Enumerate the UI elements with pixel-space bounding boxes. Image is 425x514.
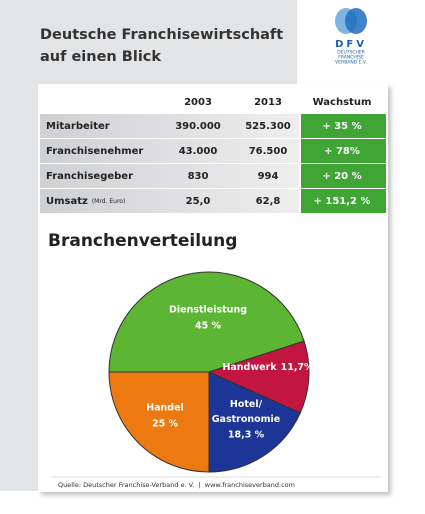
growth-value: + 35 % <box>322 121 361 132</box>
slice-name: Hotel/Gastronomie <box>212 399 281 425</box>
slice-name-line: Gastronomie <box>212 414 281 425</box>
pie: Dienstleistung 45 % Handwerk 11,7% Hotel/Gas… <box>108 271 314 473</box>
logo-abbr: DFV <box>335 39 367 50</box>
row-label-text: Franchisenehmer <box>46 146 143 157</box>
growth-cell <box>301 189 386 213</box>
slice-name: Handwerk <box>222 362 277 373</box>
row-label: Franchisegeber <box>46 171 133 182</box>
header-band <box>0 0 297 86</box>
cell-value: 25,0 <box>186 196 211 207</box>
cell-value: 62,8 <box>256 196 281 207</box>
slice-value: 18,3 % <box>228 430 265 441</box>
pie-slice <box>208 371 301 473</box>
row-label: Mitarbeiter <box>46 121 110 132</box>
slice-value: 45 % <box>195 321 222 332</box>
title: auf einen Blick <box>40 49 161 65</box>
pie-slice <box>108 271 305 373</box>
slice-name: Handel <box>146 403 184 414</box>
chart-title: Branchenverteilung <box>48 231 237 251</box>
row-bg <box>40 139 299 163</box>
slice-name-line: Hotel/ <box>230 399 263 410</box>
column-header: Wachstum <box>313 97 372 108</box>
row-label: Umsatz (Mrd. Euro) <box>46 196 125 207</box>
column-header: 2013 <box>254 97 282 108</box>
cell-value: 76.500 <box>249 146 288 157</box>
title: Deutsche Franchisewirtschaft <box>40 27 283 43</box>
logo: DFV DEUTSCHER FRANCHISE VERBAND E.V. <box>335 8 367 66</box>
column-header: 2003 <box>184 97 212 108</box>
cell-value: 525.300 <box>245 121 291 132</box>
row-bg <box>40 114 299 138</box>
cell-value: 390.000 <box>175 121 221 132</box>
slice-value: 11,7% <box>281 362 314 373</box>
growth-cell <box>301 139 386 163</box>
cell-value: 43.000 <box>179 146 218 157</box>
logo-circle <box>345 8 367 34</box>
growth-value: + 20 % <box>322 171 361 182</box>
cell-value: 830 <box>188 171 209 182</box>
cell-value: 994 <box>258 171 279 182</box>
slice-label: Handwerk 11,7% <box>222 362 314 373</box>
row-label: Franchisenehmer <box>46 146 143 157</box>
logo-text: FRANCHISE <box>338 55 364 61</box>
row-bg <box>40 164 299 188</box>
table: 2003 2013 Wachstum Mitarbeiter 390.000 525.30… <box>40 97 386 214</box>
slice-name: Dienstleistung <box>169 305 247 316</box>
row-bg <box>40 189 299 213</box>
growth-value: + 151,2 % <box>314 196 371 207</box>
logo-text: VERBAND E.V. <box>335 60 367 66</box>
slice-value: 25 % <box>152 419 179 430</box>
growth-value: + 78% <box>324 146 360 157</box>
pie-slice <box>108 371 210 473</box>
pie-slice <box>207 340 310 414</box>
growth-cell <box>301 164 386 188</box>
row-note: (Mrd. Euro) <box>92 198 125 205</box>
row-label-text: Mitarbeiter <box>46 121 110 132</box>
row-label-text: Umsatz <box>46 196 88 207</box>
logo-text: DEUTSCHER <box>337 50 365 56</box>
source: Quelle: Deutscher Franchise-Verband e. V… <box>58 481 295 489</box>
growth-cell <box>301 114 386 138</box>
row-label-text: Franchisegeber <box>46 171 133 182</box>
side-band <box>0 86 38 491</box>
